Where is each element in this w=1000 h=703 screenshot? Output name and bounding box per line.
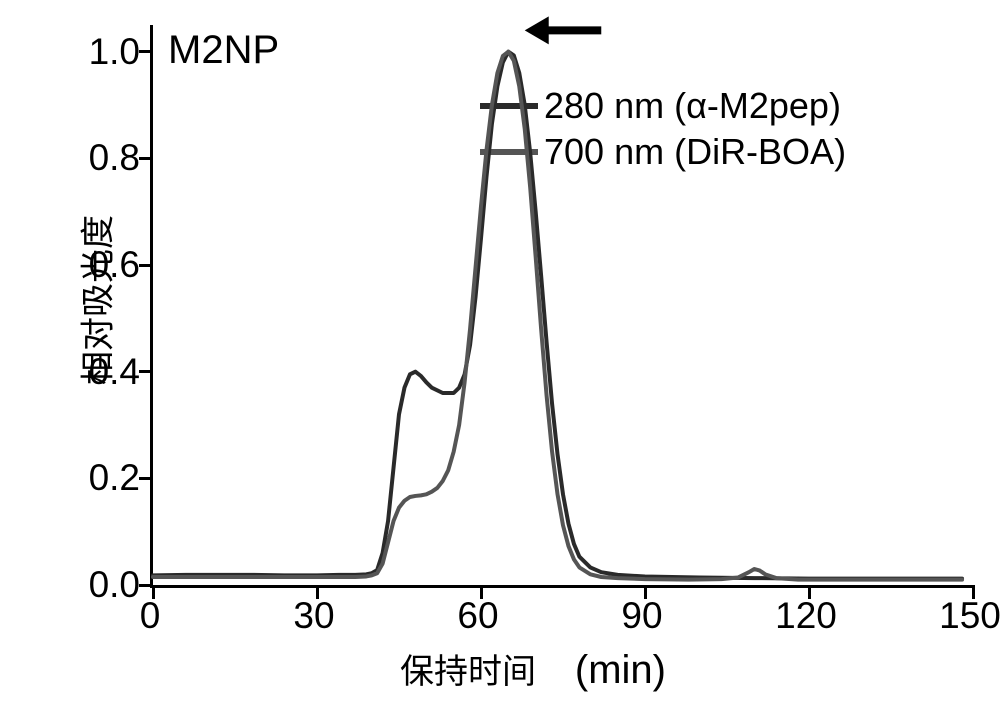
y-tick [139,477,153,480]
x-tick-label: 30 [293,595,334,637]
y-tick [139,157,153,160]
peak-arrow [525,16,602,44]
plot-area [150,25,973,588]
y-tick-label: 0.4 [60,351,140,393]
y-tick-label: 0.0 [60,564,140,606]
curves-svg [153,25,973,585]
x-axis-label: 保持时间 (min) [400,644,900,693]
y-tick [139,264,153,267]
x-tick-label: 0 [140,595,161,637]
x-axis-label-cjk: 保持时间 [400,653,536,691]
x-axis-label-unit: (min) [575,648,666,692]
y-tick [139,50,153,53]
y-tick-label: 1.0 [60,31,140,73]
y-tick-label: 0.2 [60,457,140,499]
x-tick-label: 150 [939,595,1000,637]
y-tick-label: 0.6 [60,244,140,286]
chromatogram-figure: 相对吸光度 保持时间 (min) M2NP 280 nm (α-M2pep)70… [0,0,1000,703]
x-tick-label: 90 [621,595,662,637]
series-line [153,52,962,580]
x-tick-label: 120 [775,595,837,637]
y-tick [139,584,153,587]
y-tick [139,370,153,373]
x-tick-label: 60 [457,595,498,637]
y-tick-label: 0.8 [60,137,140,179]
